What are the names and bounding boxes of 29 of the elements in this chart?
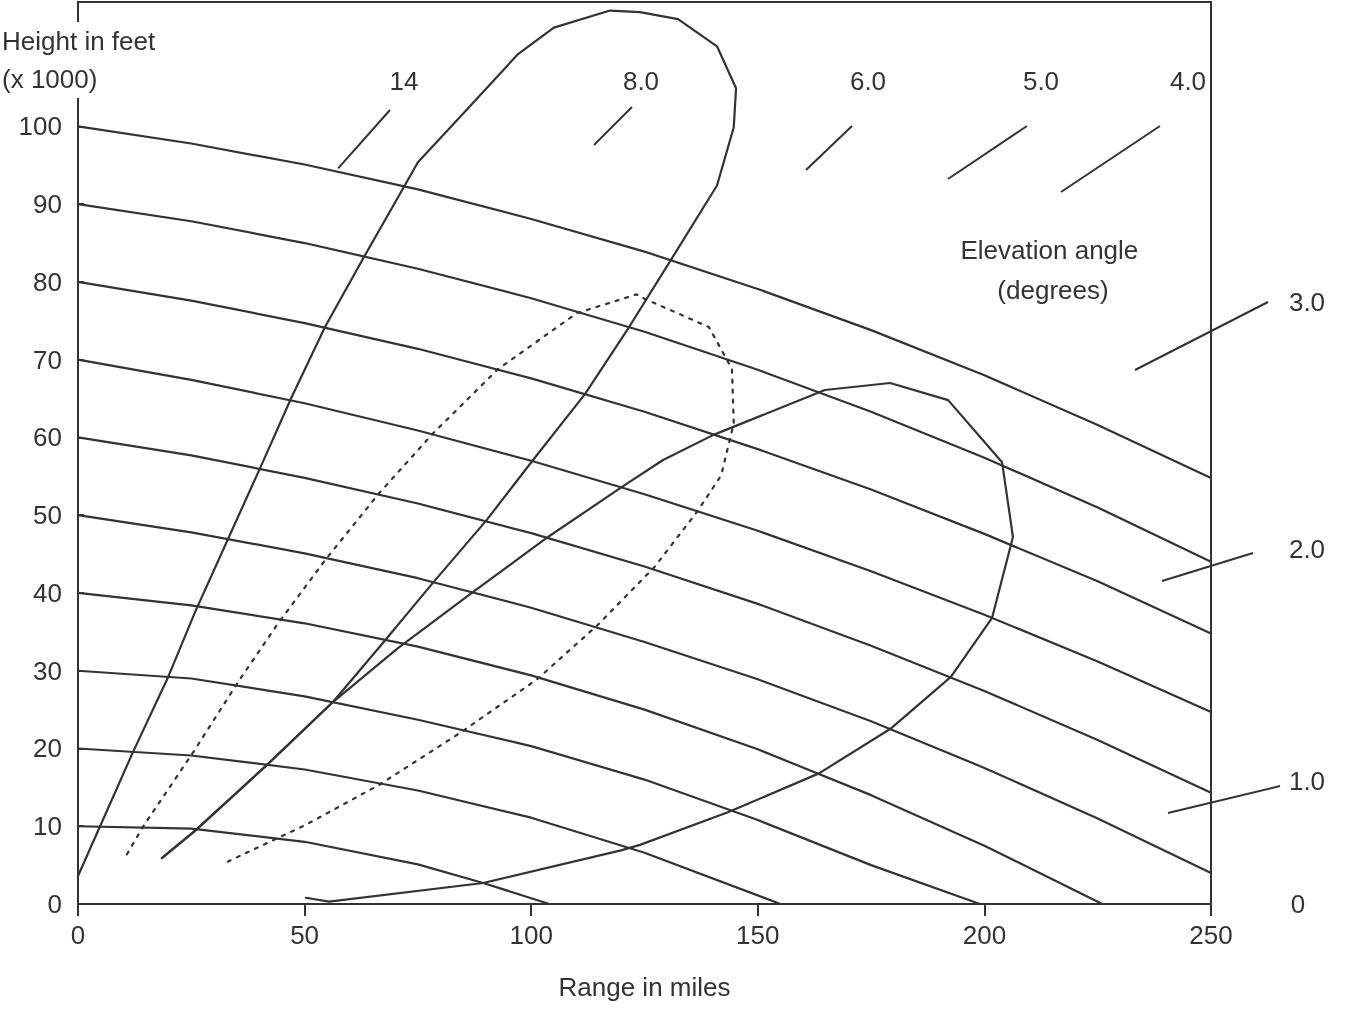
y-axis-title: Height in feet (x 1000) [2,26,163,94]
annotation: 5.0 [1022,66,1060,96]
y-tick-label: 70 [33,344,62,375]
x-tick-label: 200 [962,920,1007,950]
annotation: 6.0 [849,66,887,96]
annotation: 4.0 [1169,66,1207,96]
y-tick-label: 0 [47,889,62,919]
y-tick-label: 30 [33,655,62,686]
x-tick-label: 150 [736,920,780,950]
annotation: 14 [389,66,419,96]
y-tick-label: 100 [18,111,62,142]
text: 0 [1290,889,1306,919]
x-axis-title: Range in miles [558,972,731,1002]
y-tick-label: 50 [33,500,62,531]
y-tick-label: 90 [33,189,62,220]
y-tick-label: 40 [33,577,62,608]
text: 2.0 [1288,534,1326,564]
text: 3.0 [1288,287,1326,317]
annotation: Elevation angle (degrees) [960,235,1146,305]
x-tick-label: 50 [290,920,320,950]
y-tick-label: 10 [33,811,62,842]
annotation: 8.0 [622,66,660,96]
x-tick-label: 100 [509,920,553,950]
x-tick-label: 250 [1189,920,1233,950]
text: 1.0 [1288,766,1326,796]
y-tick-label: 80 [33,266,62,297]
y-tick-label: 60 [33,422,62,453]
y-tick-label: 20 [33,733,62,764]
x-tick-label: 0 [70,920,86,950]
